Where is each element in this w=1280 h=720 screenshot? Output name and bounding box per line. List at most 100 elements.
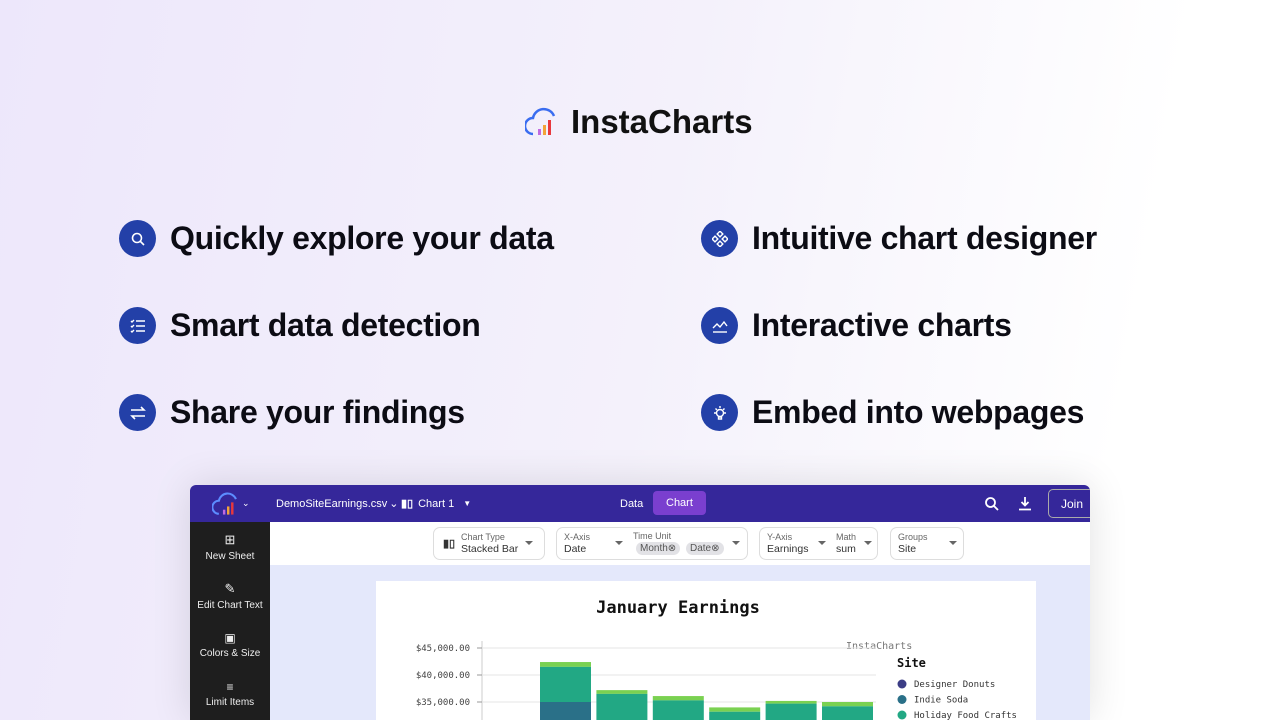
tab-label: Data xyxy=(620,497,644,510)
caret-down-icon xyxy=(818,541,826,545)
join-label: Join xyxy=(1061,496,1084,511)
y-tick-label: $40,000.00 xyxy=(416,671,470,681)
bar-segment xyxy=(596,690,648,694)
app-window: ⌄ DemoSiteEarnings.csv ⌄ ▮▯ Chart 1 ▼ Data … xyxy=(190,485,1090,720)
bar-segment xyxy=(709,711,761,720)
bar-segment xyxy=(540,662,591,667)
checklist-icon xyxy=(119,307,156,344)
time-unit-label: Time Unit xyxy=(633,531,672,541)
caret-down-icon xyxy=(525,541,533,545)
file-selector[interactable]: DemoSiteEarnings.csv ⌄ xyxy=(276,485,399,522)
instacharts-logo-icon xyxy=(525,107,556,136)
field-value: Date xyxy=(564,543,587,555)
time-unit-chip-month[interactable]: Month⊗ xyxy=(636,542,681,555)
caret-down-icon xyxy=(732,541,740,545)
bar-segment xyxy=(652,700,704,720)
feature-detection: Smart data detection xyxy=(119,307,481,344)
chart-watermark: InstaCharts xyxy=(846,641,912,652)
area-chart-icon xyxy=(701,307,738,344)
sidebar-label: Limit Items xyxy=(205,696,255,708)
join-button[interactable]: Join xyxy=(1048,489,1090,518)
download-icon xyxy=(1019,497,1031,511)
feature-label: Embed into webpages xyxy=(752,394,1085,430)
tab-data[interactable]: Data xyxy=(620,485,643,522)
chevron-down-icon: ⌄ xyxy=(242,498,250,508)
filter-lines-icon: ≡ xyxy=(226,679,234,694)
file-name: DemoSiteEarnings.csv xyxy=(276,497,388,510)
instacharts-logo-icon xyxy=(212,492,237,515)
y-tick-label: $35,000.00 xyxy=(416,698,470,708)
legend-swatch xyxy=(897,695,907,704)
chart-type-dropdown[interactable]: ▮▯ Chart Type Stacked Bar xyxy=(433,527,545,560)
legend-swatch xyxy=(897,710,907,720)
feature-label: Interactive charts xyxy=(752,307,1012,343)
feature-label: Smart data detection xyxy=(170,307,481,343)
feature-interactive: Interactive charts xyxy=(701,307,1012,344)
swap-arrows-icon xyxy=(119,394,156,431)
lightbulb-icon xyxy=(701,394,738,431)
remove-icon[interactable]: ⊗ xyxy=(711,543,720,554)
sidebar-label: New Sheet xyxy=(205,550,255,562)
legend-swatch xyxy=(897,679,907,689)
sidebar-item-edit-chart-text[interactable]: ✎ Edit Chart Text xyxy=(190,571,270,620)
math-label: Math xyxy=(836,532,857,542)
bar-segment xyxy=(822,702,873,707)
sidebar-label: Edit Chart Text xyxy=(197,599,263,611)
sidebar-label: Colors & Size xyxy=(199,647,261,659)
app-header: ⌄ DemoSiteEarnings.csv ⌄ ▮▯ Chart 1 ▼ Data … xyxy=(190,485,1090,522)
chip-label: Date xyxy=(690,543,712,554)
feature-embed: Embed into webpages xyxy=(701,394,1084,431)
caret-down-icon xyxy=(615,541,623,545)
bar-segment xyxy=(822,706,873,720)
x-axis-dropdown[interactable]: X-Axis Date Time Unit Month⊗ Date⊗ xyxy=(556,527,748,560)
chart-selector[interactable]: ▮▯ Chart 1 ▼ xyxy=(401,485,471,522)
feature-label: Intuitive chart designer xyxy=(752,220,1097,256)
brand-logo: InstaCharts xyxy=(525,103,753,141)
tab-chart[interactable]: Chart xyxy=(653,491,706,515)
legend-item: Indie Soda xyxy=(914,696,968,706)
brand-name: InstaCharts xyxy=(571,103,753,140)
stacked-bar-chart: January Earnings InstaCharts Site $45,00… xyxy=(416,598,1017,720)
chart-name: Chart 1 xyxy=(418,497,455,510)
bar-segment xyxy=(709,707,761,712)
field-label: X-Axis xyxy=(564,532,591,542)
feature-explore: Quickly explore your data xyxy=(119,220,554,257)
plus-square-icon: ⊞ xyxy=(224,531,236,547)
caret-down-icon xyxy=(864,541,872,545)
groups-dropdown[interactable]: Groups Site xyxy=(890,527,964,560)
legend-title: Site xyxy=(897,656,926,670)
remove-icon[interactable]: ⊗ xyxy=(667,543,677,554)
chip-label: Month xyxy=(640,543,668,554)
tab-label: Chart xyxy=(666,497,693,509)
field-value: Earnings xyxy=(767,543,809,555)
caret-down-icon xyxy=(949,541,957,545)
caret-down-icon: ▼ xyxy=(463,499,472,508)
components-icon xyxy=(701,220,738,257)
field-value: Site xyxy=(898,543,917,555)
chart-card: January Earnings InstaCharts Site $45,00… xyxy=(376,581,1036,720)
feature-share: Share your findings xyxy=(119,394,465,431)
pencil-icon: ✎ xyxy=(224,580,236,596)
chart-title: January Earnings xyxy=(596,598,760,618)
bar-segment xyxy=(652,696,704,701)
download-button[interactable] xyxy=(1018,485,1032,522)
feature-designer: Intuitive chart designer xyxy=(701,220,1097,257)
feature-label: Quickly explore your data xyxy=(170,220,554,256)
field-label: Groups xyxy=(898,532,928,542)
time-unit-chip-date[interactable]: Date⊗ xyxy=(686,542,724,555)
chevron-down-icon: ⌄ xyxy=(389,498,399,510)
sidebar-item-colors-size[interactable]: ▣ Colors & Size xyxy=(190,620,270,669)
chart-toolbar: ▮▯ Chart Type Stacked Bar X-Axis Date Time U… xyxy=(270,522,1090,565)
search-button[interactable] xyxy=(984,485,1000,522)
field-label: Y-Axis xyxy=(767,532,793,542)
sidebar-item-limit-items[interactable]: ≡ Limit Items xyxy=(190,669,270,718)
sidebar-item-new-sheet[interactable]: ⊞ New Sheet xyxy=(190,522,270,571)
y-axis-dropdown[interactable]: Y-Axis Earnings Math sum xyxy=(759,527,878,560)
y-tick-label: $45,000.00 xyxy=(416,644,470,654)
legend-item: Holiday Food Crafts xyxy=(914,711,1017,720)
sidebar: ⊞ New Sheet ✎ Edit Chart Text ▣ Colors & Si… xyxy=(190,522,270,720)
legend-item: Designer Donuts xyxy=(914,680,995,690)
field-value: Stacked Bar xyxy=(461,543,519,555)
bar-chart-icon: ▮▯ xyxy=(443,538,456,550)
app-menu-button[interactable]: ⌄ xyxy=(212,485,250,522)
